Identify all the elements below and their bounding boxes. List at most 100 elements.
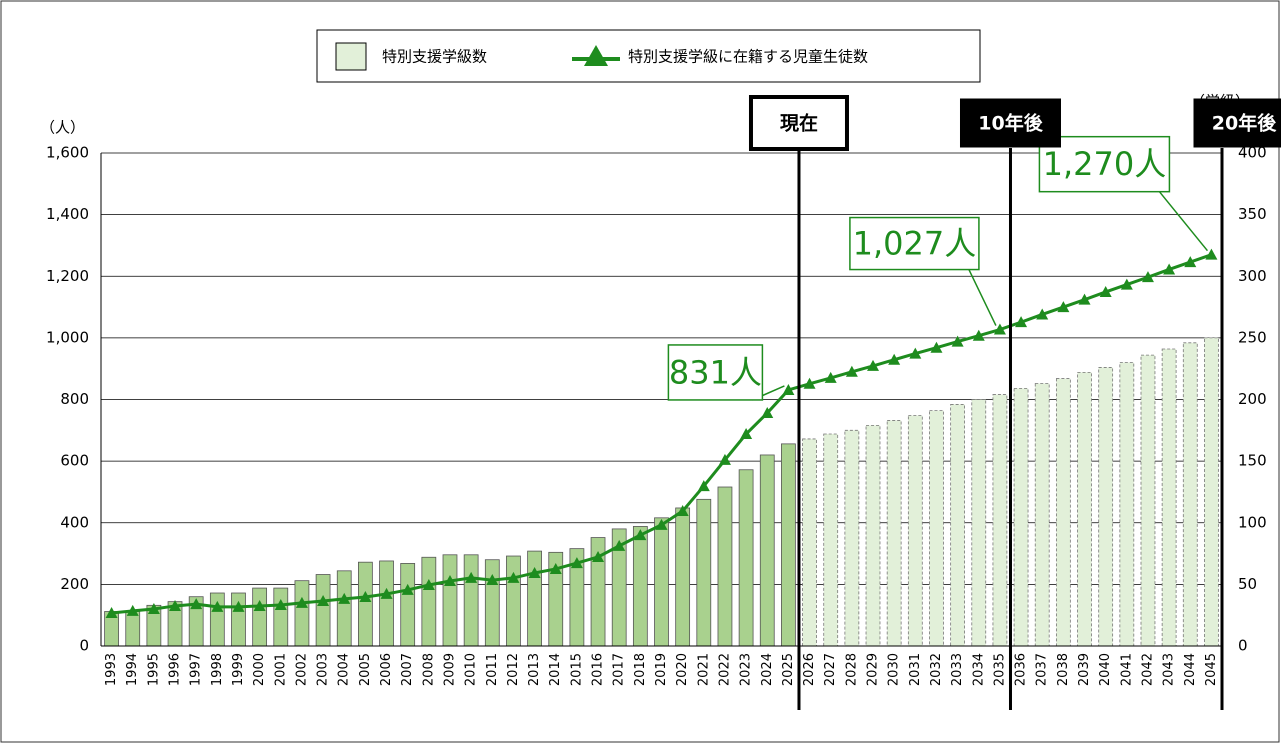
x-tick-label: 2009 <box>442 653 457 686</box>
x-tick-label: 2003 <box>316 653 331 686</box>
bar <box>1013 388 1029 647</box>
bar <box>421 556 437 647</box>
y2-tick-label: 150 <box>1238 452 1267 470</box>
x-tick-label: 2044 <box>1183 653 1198 686</box>
bar <box>632 526 648 647</box>
line-marker <box>1163 263 1176 275</box>
y-tick-label: 800 <box>60 390 89 408</box>
line-marker <box>1099 285 1112 297</box>
line-marker <box>782 383 795 395</box>
line-marker <box>486 574 499 586</box>
bar <box>1098 367 1114 647</box>
x-tick-label: 1994 <box>125 653 140 686</box>
bar <box>1077 371 1092 647</box>
bar <box>675 507 691 647</box>
bar <box>1140 354 1156 647</box>
x-tick-label: 2017 <box>612 653 627 686</box>
bar <box>865 424 881 647</box>
line-marker <box>888 353 901 365</box>
x-tick-label: 2001 <box>273 653 288 686</box>
legend-swatch <box>335 42 367 71</box>
x-tick-label: 2032 <box>929 653 944 686</box>
line-marker <box>422 578 435 590</box>
line-marker <box>1120 278 1133 290</box>
x-tick-label: 2043 <box>1162 653 1177 686</box>
x-tick-label: 2007 <box>400 653 415 686</box>
x-tick-label: 2035 <box>992 653 1007 686</box>
bar <box>886 420 902 647</box>
bar <box>379 560 394 647</box>
marker-box <box>1193 98 1281 148</box>
x-tick-label: 2034 <box>971 653 986 686</box>
x-tick-label: 2019 <box>654 653 669 686</box>
x-tick-label: 2018 <box>633 653 648 686</box>
line-marker <box>443 574 456 586</box>
bar <box>315 574 331 647</box>
y2-tick-label: 100 <box>1238 513 1267 531</box>
line-marker <box>253 599 266 611</box>
x-tick-label: 2002 <box>294 653 309 686</box>
x-tick-label: 1999 <box>231 653 246 686</box>
line-marker <box>338 592 351 604</box>
x-tick-label: 2023 <box>739 653 754 686</box>
data-label-box <box>667 344 764 401</box>
x-tick-label: 2036 <box>1014 653 1029 686</box>
bar <box>971 399 987 647</box>
y-tick-label: 200 <box>60 575 89 593</box>
x-tick-label: 2006 <box>379 653 394 686</box>
x-tick-label: 2004 <box>337 653 352 686</box>
line-marker <box>401 583 414 595</box>
legend-box <box>316 29 981 83</box>
bar <box>1182 342 1198 647</box>
bar <box>358 561 373 647</box>
bar <box>442 554 458 647</box>
x-tick-label: 2026 <box>802 653 817 686</box>
bar <box>950 404 965 647</box>
bar <box>252 587 268 647</box>
line-marker <box>803 377 816 389</box>
bar <box>125 611 141 647</box>
line-marker <box>126 604 139 616</box>
x-tick-label: 2038 <box>1056 653 1071 686</box>
line-marker <box>697 480 710 492</box>
bar <box>992 394 1008 647</box>
x-tick-label: 1995 <box>146 653 161 686</box>
line-marker <box>993 323 1006 335</box>
line-marker <box>845 365 858 377</box>
bar <box>823 433 839 647</box>
line-marker <box>1015 316 1028 328</box>
leader-line <box>1158 191 1209 252</box>
x-tick-label: 2016 <box>591 653 606 686</box>
bar <box>738 469 754 647</box>
line-marker <box>740 428 753 440</box>
bar <box>802 438 817 647</box>
bar <box>463 554 479 647</box>
line-marker <box>1141 271 1154 283</box>
bar <box>907 415 923 647</box>
x-tick-label: 2042 <box>1140 653 1155 686</box>
bar <box>1055 378 1071 647</box>
line-marker <box>211 600 224 612</box>
y2-tick-label: 50 <box>1238 575 1257 593</box>
x-tick-label: 2014 <box>548 653 563 686</box>
line-marker <box>507 571 520 583</box>
y-tick-label: 600 <box>60 452 89 470</box>
x-tick-label: 2008 <box>421 653 436 686</box>
bar <box>654 517 669 647</box>
line-marker <box>380 587 393 599</box>
x-tick-label: 2005 <box>358 653 373 686</box>
line-marker <box>295 596 308 608</box>
x-tick-label: 2041 <box>1119 653 1134 686</box>
bar <box>781 443 796 647</box>
x-tick-label: 2010 <box>464 653 479 686</box>
line-marker <box>867 359 880 371</box>
line-marker <box>718 453 731 465</box>
line-marker <box>1057 301 1070 313</box>
x-tick-label: 2040 <box>1098 653 1113 686</box>
line-marker <box>655 518 668 530</box>
y2-tick-label: 300 <box>1238 267 1267 285</box>
x-tick-label: 2039 <box>1077 653 1092 686</box>
y-tick-label: 0 <box>79 637 89 655</box>
x-tick-label: 2045 <box>1204 653 1219 686</box>
